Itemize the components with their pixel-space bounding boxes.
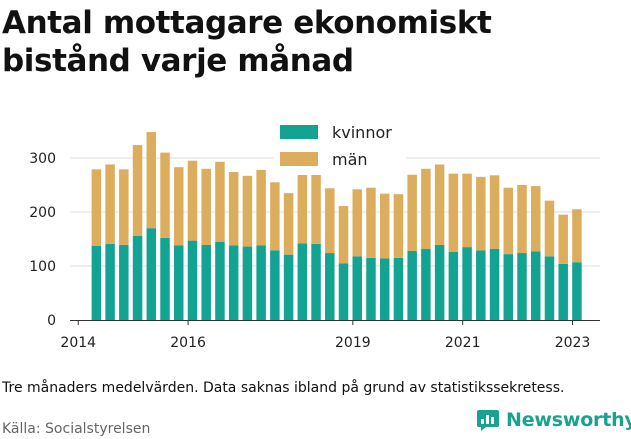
bar-kvinnor [434, 244, 445, 320]
bar-chart-logo-icon [477, 410, 499, 431]
x-tick-label: 2023 [555, 335, 591, 351]
x-axis: 2014 2016 2019 2021 2023 [60, 320, 600, 351]
bar-kvinnor [517, 253, 527, 320]
bar-man [503, 187, 514, 255]
bar-kvinnor [119, 244, 129, 320]
bar-kvinnor [201, 244, 211, 320]
bar-man [173, 167, 184, 246]
bar-man [297, 170, 308, 244]
y-axis: 0 100 200 300 [29, 151, 56, 329]
bar-kvinnor [489, 248, 500, 320]
bar-kvinnor [325, 253, 335, 320]
bar-kvinnor [283, 254, 294, 320]
bar-kvinnor [105, 243, 115, 320]
bar-man [132, 145, 143, 236]
bar-kvinnor [146, 228, 157, 320]
bar-man [393, 194, 404, 258]
bar-kvinnor [448, 251, 459, 320]
bar-man [476, 176, 486, 251]
bar-man [379, 193, 390, 259]
bar-kvinnor [572, 262, 582, 320]
bar-kvinnor [297, 243, 308, 320]
bar-kvinnor [407, 250, 417, 320]
y-tick-label: 0 [47, 313, 56, 329]
bar-man [201, 168, 211, 245]
bar-kvinnor [160, 237, 170, 320]
bar-man [242, 175, 253, 247]
bar-man [489, 175, 500, 249]
bar-kvinnor [215, 241, 225, 320]
chart-caption: Tre månaders medelvärden. Data saknas ib… [2, 380, 565, 396]
bar-man [338, 206, 349, 264]
bar-kvinnor [530, 251, 541, 320]
bar-man [160, 152, 170, 238]
y-tick-label: 200 [29, 205, 56, 221]
bar-kvinnor [503, 254, 514, 320]
bar-man [256, 169, 266, 246]
x-tick-label: 2014 [60, 335, 96, 351]
bar-kvinnor [379, 258, 390, 320]
bar-man [421, 168, 431, 249]
logo-text: Newsworthy [506, 409, 631, 431]
bar-kvinnor [270, 250, 280, 320]
bar-man [146, 132, 157, 229]
bar-man [572, 209, 582, 263]
legend: kvinnor män [274, 119, 406, 175]
bar-kvinnor [544, 256, 555, 320]
bar-man [283, 193, 294, 255]
x-tick-label: 2016 [170, 335, 206, 351]
legend-label: kvinnor [332, 123, 392, 142]
bar-man [187, 160, 198, 241]
bar-kvinnor [338, 263, 349, 320]
bar-kvinnor [91, 246, 102, 320]
y-tick-label: 300 [29, 151, 56, 167]
legend-swatch [280, 152, 318, 166]
bar-kvinnor [173, 245, 184, 320]
bar-man [91, 169, 102, 247]
newsworthy-logo: Newsworthy [476, 408, 631, 432]
bar-man [352, 189, 362, 257]
bar-man [311, 168, 321, 244]
bar-kvinnor [462, 247, 472, 320]
bar-man [270, 182, 280, 251]
source-note: Källa: Socialstyrelsen [2, 421, 151, 437]
bar-kvinnor [242, 246, 253, 320]
bar-man [119, 169, 129, 245]
bar-man [366, 187, 376, 258]
bar-kvinnor [352, 256, 362, 320]
x-tick-label: 2021 [445, 335, 481, 351]
bar-man [530, 186, 541, 252]
bar-man [434, 164, 445, 245]
x-tick-label: 2019 [335, 335, 371, 351]
legend-swatch [280, 125, 318, 139]
bar-kvinnor [256, 245, 266, 320]
bar-kvinnor [132, 235, 143, 320]
bar-kvinnor [366, 257, 376, 320]
bars [91, 132, 582, 320]
y-tick-label: 100 [29, 259, 56, 275]
bar-kvinnor [476, 250, 486, 320]
bar-man [407, 174, 417, 251]
bar-man [517, 185, 527, 254]
bar-man [448, 173, 459, 252]
bar-man [544, 200, 555, 257]
bar-man [105, 164, 115, 244]
bar-kvinnor [311, 243, 321, 320]
bar-kvinnor [393, 257, 404, 320]
bar-kvinnor [421, 248, 431, 320]
bar-man [228, 172, 239, 246]
legend-label: män [332, 150, 368, 169]
bar-man [215, 161, 225, 242]
bar-man [558, 214, 568, 264]
bar-kvinnor [187, 240, 198, 320]
stacked-bar-chart: 0 100 200 300 2014 2016 2019 2021 2023 kvinnor m… [29, 119, 600, 351]
chart-title: Antal mottagare ekonomiskt bistånd varje… [2, 5, 492, 79]
bar-man [325, 188, 335, 254]
bar-kvinnor [228, 245, 239, 320]
bar-kvinnor [558, 263, 568, 320]
bar-man [462, 173, 472, 248]
